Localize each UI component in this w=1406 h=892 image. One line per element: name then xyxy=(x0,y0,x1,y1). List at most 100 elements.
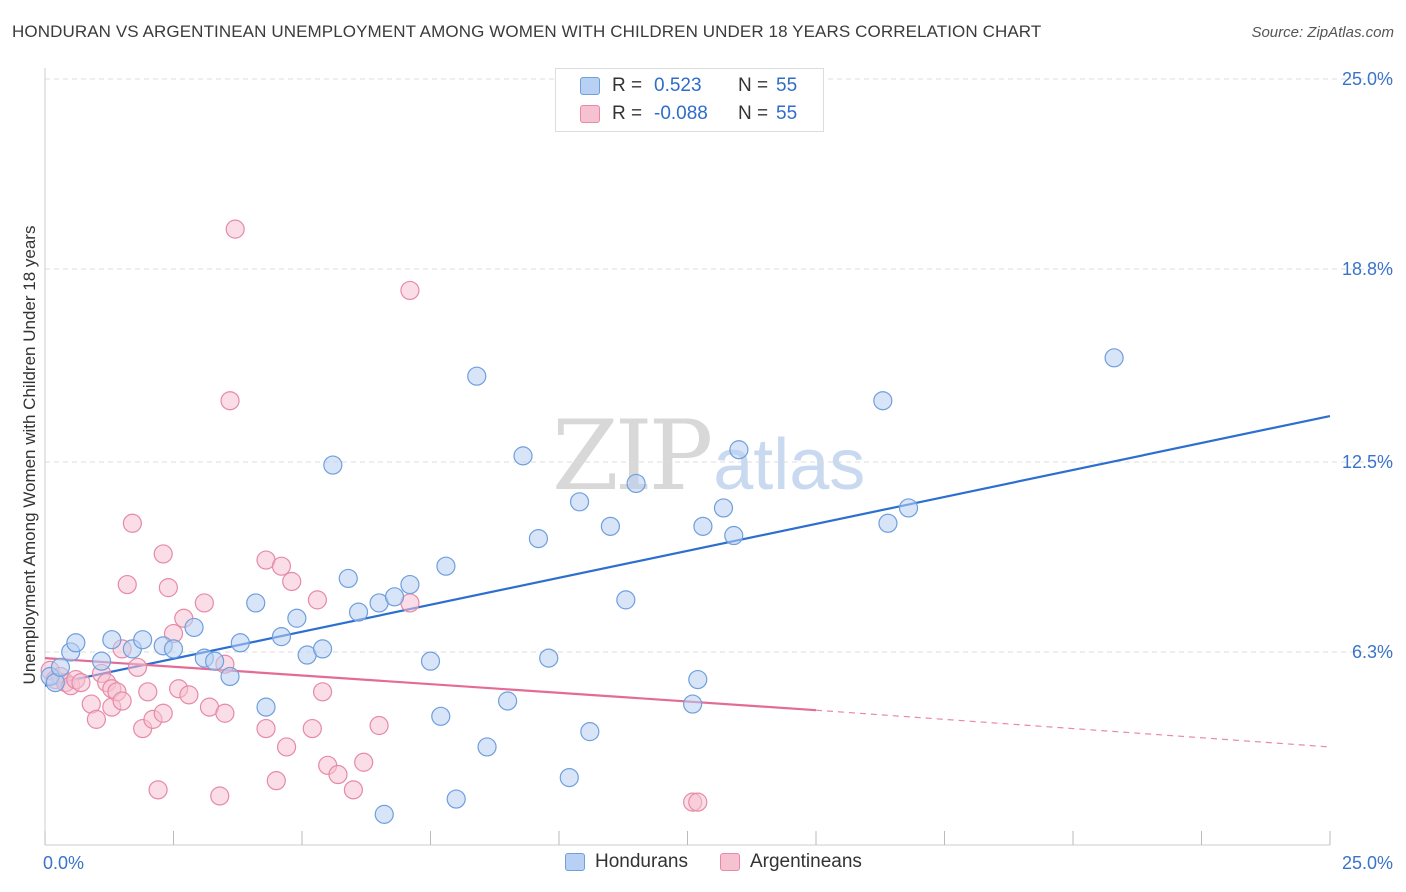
hondurans-legend-swatch xyxy=(565,853,585,871)
hondurans-point xyxy=(374,804,394,824)
argentineans-point xyxy=(127,657,148,677)
correlation-legend: R = 0.523 N = 55 R = -0.088 N = 55 xyxy=(555,68,824,132)
hondurans-point xyxy=(1104,348,1124,368)
hondurans-point xyxy=(91,651,112,671)
argentineans-point xyxy=(302,718,322,739)
series-legend: Hondurans Argentineans xyxy=(565,851,894,873)
hondurans-point xyxy=(446,789,466,809)
hondurans-point xyxy=(66,633,86,653)
hondurans-point xyxy=(467,366,487,386)
hondurans-point xyxy=(338,568,358,589)
hondurans-point xyxy=(898,498,919,518)
argentineans-point xyxy=(215,703,235,723)
argentineans-point xyxy=(220,391,240,411)
argentineans-point xyxy=(194,593,214,613)
hondurans-point xyxy=(713,498,734,518)
hondurans-point xyxy=(384,587,405,607)
source-label: Source: ZipAtlas.com xyxy=(1251,24,1394,41)
argentineans-point xyxy=(266,771,286,791)
argentineans-point xyxy=(138,682,158,702)
hondurans-point xyxy=(271,627,292,647)
hondurans-point xyxy=(348,602,369,622)
watermark-atlas: atlas xyxy=(713,425,866,505)
argentineans-point xyxy=(328,764,348,785)
argentineans-point xyxy=(271,556,292,576)
argentineans-legend-swatch xyxy=(719,853,740,871)
argentineans-point xyxy=(158,578,178,598)
n-value-hondurans: 55 xyxy=(776,75,798,96)
argentineans-point xyxy=(122,513,142,533)
hondurans-point xyxy=(256,697,276,717)
argentineans-point xyxy=(282,571,302,592)
argentineans-point xyxy=(210,786,230,806)
hondurans-point xyxy=(688,669,708,690)
argentineans-swatch xyxy=(580,105,600,123)
hondurans-point xyxy=(163,639,184,659)
hondurans-point xyxy=(873,391,893,411)
argentineans-point xyxy=(179,685,199,705)
hondurans-point xyxy=(184,617,204,638)
y-tick-label: 12.5% xyxy=(1342,452,1393,472)
r-label: R = xyxy=(612,75,643,96)
grid-lines xyxy=(45,78,1393,653)
argentineans-point xyxy=(153,703,173,723)
argentineans-point xyxy=(276,737,297,757)
hondurans-point xyxy=(498,691,518,711)
argentineans-trend-extension xyxy=(815,709,1331,748)
y-tick-label: 6.3% xyxy=(1352,642,1393,662)
argentineans-point xyxy=(112,691,132,711)
argentineans-point xyxy=(312,682,333,702)
hondurans-point xyxy=(580,722,600,742)
argentineans-point xyxy=(148,780,168,800)
x-tick-label: 25.0% xyxy=(1342,853,1393,873)
hondurans-point xyxy=(400,574,420,595)
legend-item-hondurans[interactable]: Hondurans xyxy=(565,851,688,873)
argentineans-point xyxy=(369,715,389,736)
argentineans-point xyxy=(86,709,107,729)
n-value-argentineans: 55 xyxy=(776,103,798,124)
hondurans-point xyxy=(600,516,621,536)
hondurans-point xyxy=(626,473,646,494)
hondurans-swatch xyxy=(580,77,600,95)
r-value-argentineans: -0.088 xyxy=(654,103,708,124)
hondurans-point xyxy=(431,706,451,726)
hondurans-point xyxy=(729,440,749,460)
hondurans-point xyxy=(528,528,549,549)
hondurans-trend-line xyxy=(44,414,1331,687)
hondurans-point xyxy=(287,608,307,628)
n-label: N = xyxy=(738,103,769,124)
hondurans-point xyxy=(683,694,703,714)
argentineans-point xyxy=(256,718,276,739)
n-label: N = xyxy=(738,75,769,96)
argentineans-point xyxy=(688,792,708,812)
hondurans-point xyxy=(323,455,343,475)
argentineans-point xyxy=(354,752,374,772)
hondurans-point xyxy=(220,666,240,687)
argentineans-point xyxy=(117,574,137,595)
legend-item-argentineans[interactable]: Argentineans xyxy=(719,851,862,873)
argentineans-point xyxy=(71,673,91,693)
y-tick-label: 18.8% xyxy=(1342,259,1393,279)
hondurans-point xyxy=(616,590,636,610)
hondurans-point xyxy=(50,657,71,677)
hondurans-point xyxy=(420,651,441,671)
y-tick-label: 25.0% xyxy=(1342,69,1393,89)
argentineans-point xyxy=(225,219,245,239)
argentineans-legend-label: Argentineans xyxy=(749,851,862,872)
hondurans-point xyxy=(693,516,713,536)
hondurans-point xyxy=(477,737,497,757)
argentineans-point xyxy=(343,780,363,800)
hondurans-point xyxy=(246,593,266,613)
hondurans-points xyxy=(40,348,1124,824)
argentineans-point xyxy=(400,280,420,301)
tick-labels: 6.3% 12.5% 18.8% 25.0% 0.0% 25.0% xyxy=(43,69,1393,873)
argentineans-point xyxy=(307,590,328,610)
x-tick-label: 0.0% xyxy=(43,853,84,873)
hondurans-point xyxy=(102,630,122,650)
hondurans-point xyxy=(569,492,590,512)
hondurans-point xyxy=(539,648,559,668)
legend-row-argentineans: R = -0.088 N = 55 xyxy=(580,100,797,128)
r-label: R = xyxy=(612,103,643,124)
argentineans-points xyxy=(40,219,708,812)
